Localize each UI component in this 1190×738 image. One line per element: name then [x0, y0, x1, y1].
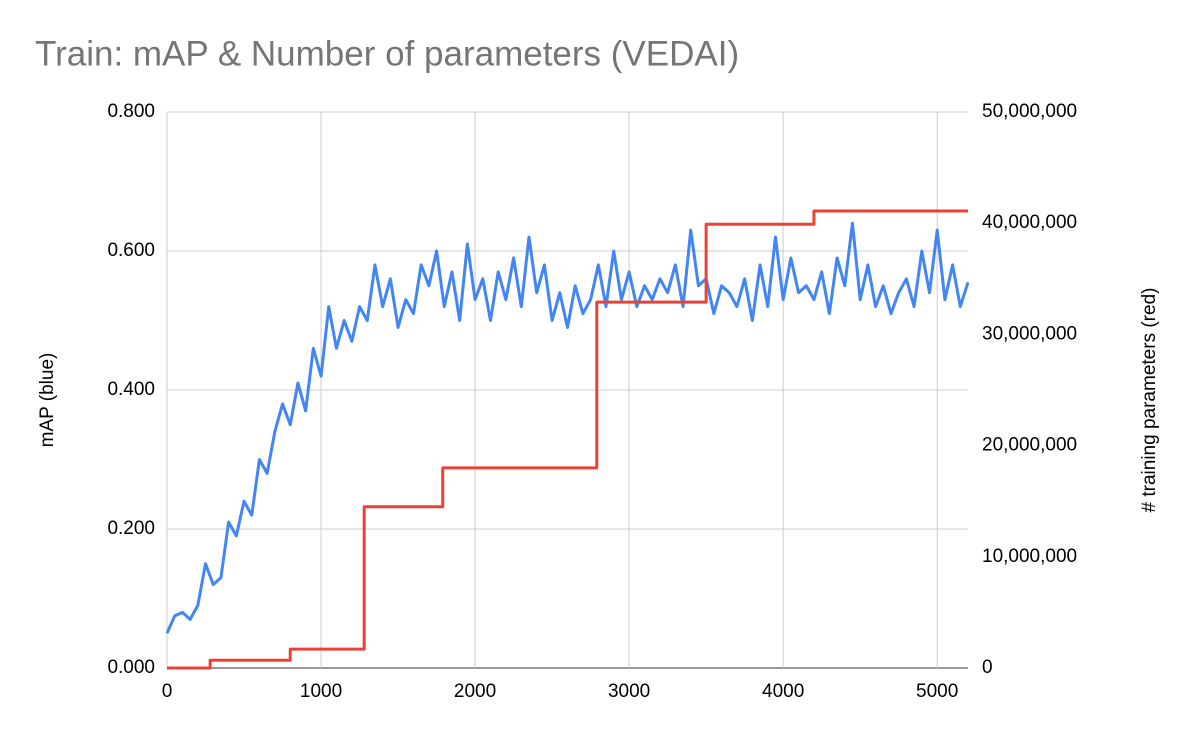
- x-tick-label: 1000: [300, 681, 342, 702]
- y2-tick-label: 10,000,000: [982, 546, 1077, 567]
- series-line: [165, 221, 970, 634]
- x-tick-label: 3000: [608, 681, 650, 702]
- chart-title: Train: mAP & Number of parameters (VEDAI…: [35, 34, 739, 73]
- y-tick-label: 0.200: [107, 518, 155, 539]
- y-tick-label: 0.400: [107, 379, 155, 400]
- y2-tick-label: 0: [982, 657, 993, 678]
- x-tick-label: 2000: [454, 681, 496, 702]
- series-line: [167, 209, 968, 670]
- x-tick-label: 0: [162, 681, 173, 702]
- y2-tick-label: 30,000,000: [982, 323, 1077, 344]
- y-tick-label: 0.600: [107, 240, 155, 261]
- y-tick-label: 0.800: [107, 101, 155, 122]
- y2-tick-label: 40,000,000: [982, 212, 1077, 233]
- x-tick-label: 4000: [762, 681, 804, 702]
- y2-tick-label: 20,000,000: [982, 435, 1077, 456]
- y-axis-label: mAP (blue): [37, 353, 58, 448]
- y2-axis-label: # training parameters (red): [1139, 288, 1160, 513]
- y2-tick-label: 50,000,000: [982, 101, 1077, 122]
- x-tick-label: 5000: [916, 681, 958, 702]
- y-tick-label: 0.000: [107, 657, 155, 678]
